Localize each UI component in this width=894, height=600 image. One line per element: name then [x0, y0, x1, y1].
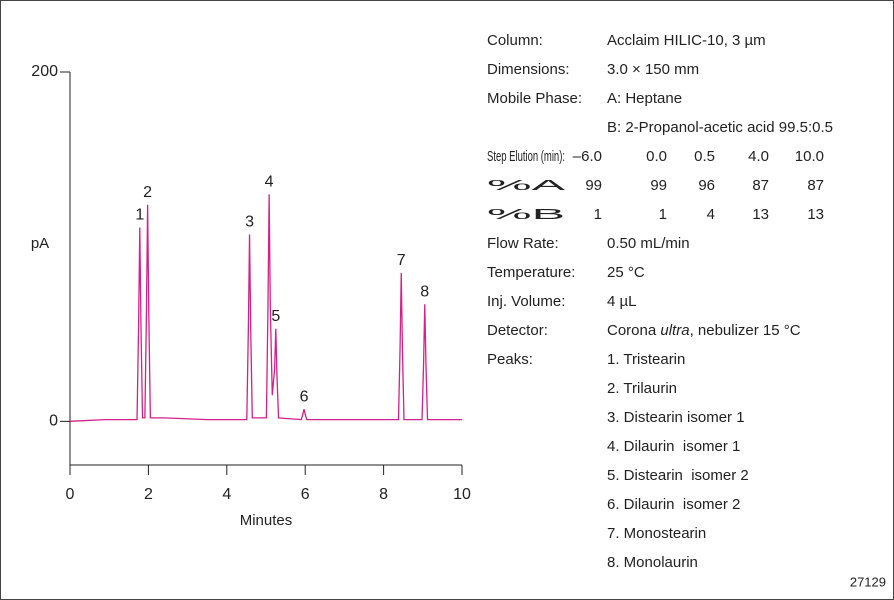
condition-label: Mobile Phase:	[487, 90, 582, 107]
condition-label: Peaks:	[487, 351, 533, 368]
x-tick-label: 2	[144, 486, 153, 503]
peak-name: 3. Distearin isomer 1	[607, 409, 745, 426]
peak-label: 8	[420, 284, 429, 301]
condition-label: Step Elution (min):	[487, 148, 565, 165]
condition-cell: 13	[752, 206, 769, 223]
peak-label: 2	[143, 184, 152, 201]
peak-label: 4	[265, 173, 274, 190]
peak-name: 5. Distearin isomer 2	[607, 467, 749, 484]
y-axis-label: pA	[31, 235, 49, 252]
peak-name: 2. Trilaurin	[607, 380, 677, 397]
peak-label: 3	[245, 214, 254, 231]
peak-label: 7	[397, 252, 406, 269]
x-tick-label: 0	[66, 486, 75, 503]
condition-cell: 99	[585, 177, 602, 194]
condition-cell: 0.5	[694, 148, 715, 165]
peak-name: 7. Monostearin	[607, 525, 706, 542]
x-tick-label: 4	[222, 486, 231, 503]
condition-cell: 1	[659, 206, 667, 223]
condition-label: Inj. Volume:	[487, 293, 565, 310]
condition-label: Column:	[487, 32, 543, 49]
condition-cell: 4	[707, 206, 715, 223]
condition-cell: 10.0	[795, 148, 824, 165]
peak-label: 6	[300, 388, 309, 405]
condition-cell: 99	[650, 177, 667, 194]
condition-cell: 1	[594, 206, 602, 223]
condition-cell: 87	[807, 177, 824, 194]
condition-part: ultra	[660, 322, 689, 339]
peak-name: 1. Tristearin	[607, 351, 685, 368]
y-tick-label: 0	[49, 413, 58, 430]
condition-label: Temperature:	[487, 264, 575, 281]
condition-cell: 13	[807, 206, 824, 223]
condition-value: A: Heptane	[607, 90, 682, 107]
chromatogram-trace	[69, 194, 462, 422]
condition-value: Corona ultra, nebulizer 15 °C	[607, 322, 801, 339]
condition-cell: 87	[752, 177, 769, 194]
condition-cell: 4.0	[748, 148, 769, 165]
peak-name: 8. Monolaurin	[607, 554, 698, 571]
condition-label: Dimensions:	[487, 61, 570, 78]
condition-value: Acclaim HILIC-10, 3 µm	[607, 32, 766, 49]
y-tick-label: 200	[31, 63, 58, 80]
condition-value: B: 2-Propanol-acetic acid 99.5:0.5	[607, 119, 833, 136]
condition-value: 3.0 × 150 mm	[607, 61, 699, 78]
condition-cell: 96	[698, 177, 715, 194]
peak-name: 6. Dilaurin isomer 2	[607, 496, 740, 513]
condition-cell: 0.0	[646, 148, 667, 165]
x-tick-label: 6	[301, 486, 310, 503]
condition-label: %A	[487, 177, 565, 194]
x-axis-label: Minutes	[240, 512, 293, 529]
condition-part: Corona	[607, 322, 660, 339]
peak-label: 5	[271, 308, 280, 325]
condition-part: , nebulizer 15 °C	[690, 322, 801, 339]
condition-label: Flow Rate:	[487, 235, 559, 252]
condition-value: 4 µL	[607, 293, 637, 310]
x-tick-label: 8	[379, 486, 388, 503]
peak-label: 1	[135, 207, 144, 224]
condition-value: 25 °C	[607, 264, 645, 281]
condition-cell: –6.0	[573, 148, 602, 165]
x-tick-label: 10	[453, 486, 471, 503]
condition-label: Detector:	[487, 322, 548, 339]
figure-number: 27129	[850, 574, 886, 589]
condition-label: %B	[487, 206, 565, 223]
condition-value: 0.50 mL/min	[607, 235, 690, 252]
peak-name: 4. Dilaurin isomer 1	[607, 438, 740, 455]
